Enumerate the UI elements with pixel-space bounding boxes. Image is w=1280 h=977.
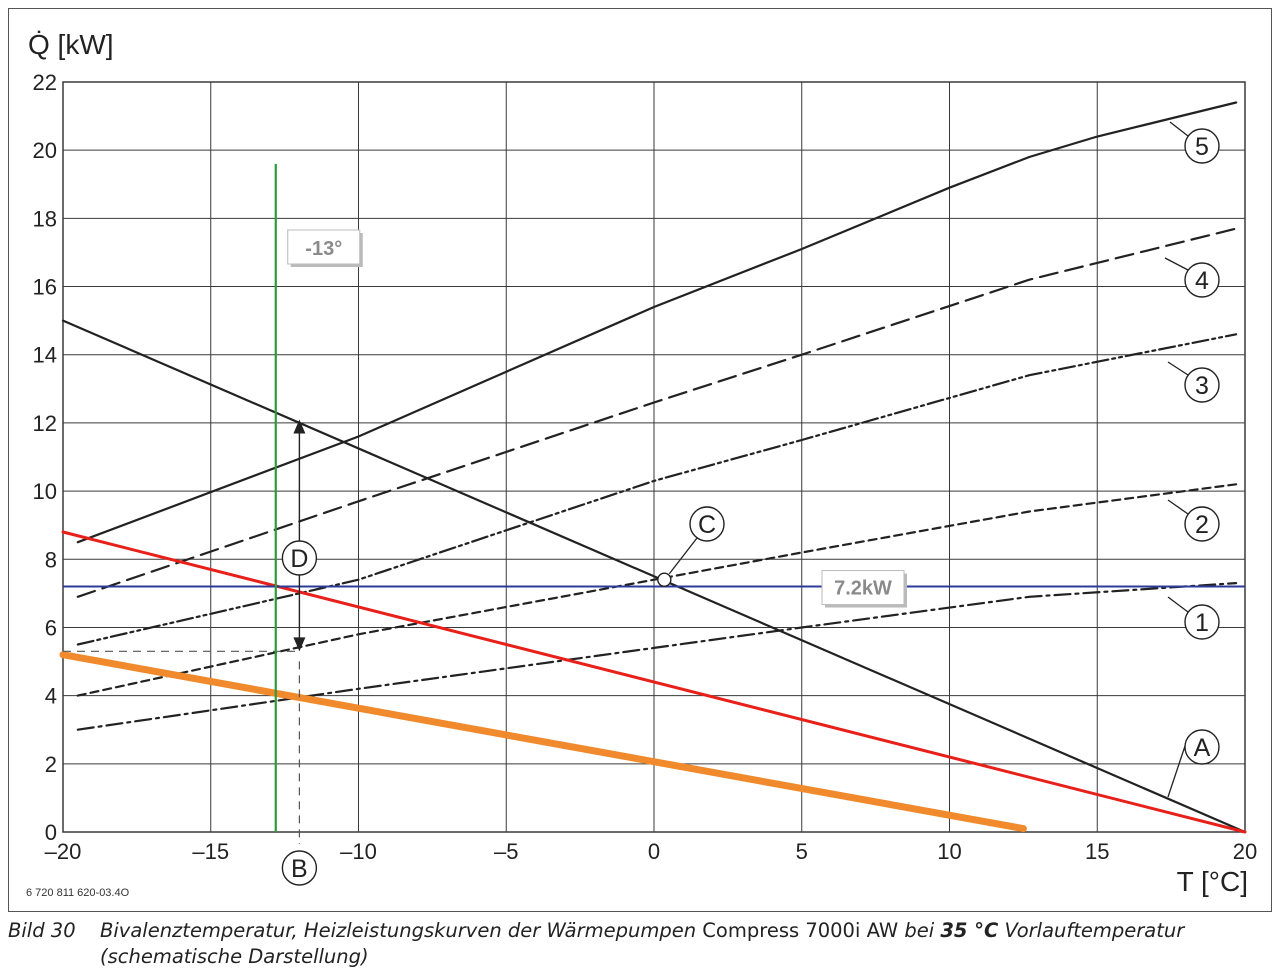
plot-border <box>62 81 1246 833</box>
point-c-dot <box>657 572 672 587</box>
series-label-circle <box>1184 262 1220 298</box>
series-line-e8201a <box>61 530 1247 834</box>
series-line-A <box>61 319 1247 834</box>
series-label-circle <box>1184 604 1220 640</box>
y-tick-label: 10 <box>33 479 57 504</box>
y-tick-label: 2 <box>45 752 57 777</box>
drawing-number: 6 720 811 620-03.4O <box>26 887 130 899</box>
point-c-label: C <box>698 511 716 539</box>
caption-line-2: (schematische Darstellung) <box>100 945 369 968</box>
y-axis-label: Q̇ [kW] <box>28 29 114 60</box>
caption-temperature: 35 °C <box>940 919 999 942</box>
y-tick-label: 18 <box>33 206 57 231</box>
y-tick-label: 20 <box>33 138 57 163</box>
vertical-marker-box <box>287 229 361 265</box>
caption-product: Compress 7000i AW <box>696 919 905 942</box>
marker-d-arrow-head-down <box>293 637 306 652</box>
series-label-2: 2 <box>1195 511 1209 539</box>
series-label-A: A <box>1194 734 1211 762</box>
series-line-2 <box>76 483 1238 697</box>
y-tick-label: 16 <box>33 275 57 300</box>
x-tick-label: 0 <box>648 839 660 864</box>
x-tick-label: 20 <box>1233 839 1257 864</box>
x-tick-label: 15 <box>1085 839 1109 864</box>
labels: 5 4 3 2 1 A <box>1164 121 1220 798</box>
x-tick-label: –20 <box>45 839 82 864</box>
x-tick-label: –15 <box>192 839 229 864</box>
series-line-5 <box>76 101 1238 544</box>
y-tick-label: 14 <box>33 343 57 368</box>
marker-d-circle <box>281 540 318 576</box>
point-c-circle <box>689 506 725 542</box>
series-label-leader <box>1167 361 1189 376</box>
series-label-leader <box>1167 596 1189 613</box>
series-line-4 <box>76 227 1238 598</box>
x-tick-label: –10 <box>340 839 377 864</box>
x-tick-label: 5 <box>796 839 808 864</box>
series-line-3 <box>76 333 1238 646</box>
caption-number: Bild 30 <box>8 919 76 942</box>
series-label-3: 3 <box>1195 372 1209 400</box>
markers: 7.2kW -13° D B C <box>63 163 1245 886</box>
marker-d-arrow-head-up <box>293 419 306 434</box>
marker-d-label: D <box>290 545 308 573</box>
series-label-4: 4 <box>1195 267 1209 295</box>
caption-text-2: bei <box>904 919 941 942</box>
y-tick-label: 8 <box>45 547 57 572</box>
point-c-leader <box>668 537 698 575</box>
caption-text-3: Vorlauftemperatur <box>998 919 1185 942</box>
series-label-leader <box>1164 257 1189 271</box>
y-tick-label: 6 <box>45 615 57 640</box>
caption-text-1: Bivalenztemperatur, Heizleistungskurven … <box>100 919 697 942</box>
series-label-leader <box>1167 499 1189 515</box>
y-tick-label: 0 <box>45 820 57 845</box>
marker-b-circle <box>281 850 318 886</box>
series-label-1: 1 <box>1195 609 1209 637</box>
series-label-5: 5 <box>1195 133 1209 161</box>
chart-frame <box>8 8 1272 912</box>
marker-b-label: B <box>291 855 308 883</box>
horizontal-marker-label: 7.2kW <box>834 578 892 600</box>
series-label-circle <box>1184 729 1220 765</box>
series-lines <box>59 101 1247 834</box>
horizontal-marker-box <box>821 570 905 606</box>
series-line-f08a2c <box>59 651 1027 833</box>
y-tick-label: 12 <box>33 411 57 436</box>
series-label-circle <box>1184 506 1220 542</box>
y-tick-label: 22 <box>33 70 57 95</box>
figure-caption: Bild 30 Bivalenztemperatur, Heizleistungs… <box>8 918 1268 970</box>
series-label-leader <box>1169 121 1189 137</box>
series-label-circle <box>1184 367 1220 403</box>
x-tick-label: –5 <box>494 839 518 864</box>
series-label-circle <box>1184 128 1220 164</box>
x-axis-label: T [°C] <box>1177 866 1248 897</box>
vertical-marker-label: -13° <box>305 238 342 260</box>
series-line-1 <box>76 582 1238 731</box>
x-tick-label: 10 <box>937 839 961 864</box>
y-tick-label: 4 <box>45 684 57 709</box>
